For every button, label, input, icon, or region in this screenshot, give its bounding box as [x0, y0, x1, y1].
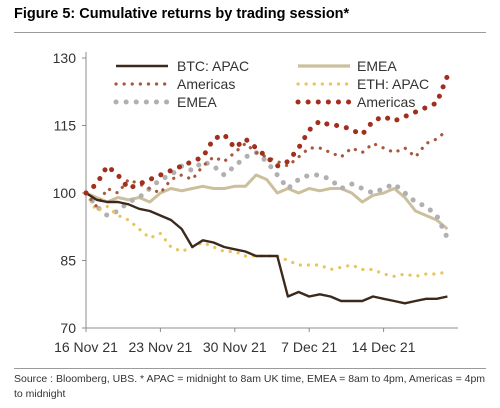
line-chart: 70 85 100 115 130 16 Nov 21 23 Nov 21 30 Nov 21… [53, 50, 458, 355]
legend-label: Americas [357, 94, 415, 110]
series-line-5 [83, 73, 450, 196]
figure-title: Figure 5: Cumulative returns by trading … [14, 6, 350, 22]
legend-label: EMEA [177, 94, 217, 110]
x-tick-label: 14 Dec 21 [352, 339, 416, 355]
legend-label: ETH: APAC [357, 76, 429, 92]
series-line-3 [84, 191, 449, 278]
legend-label: EMEA [357, 58, 397, 74]
x-tick-label: 23 Nov 21 [128, 339, 192, 355]
y-tick-label: 115 [54, 118, 77, 134]
source-note: Source : Bloomberg, UBS. * APAC = midnig… [14, 373, 486, 400]
y-tick-label: 85 [60, 253, 76, 269]
x-tick-label: 30 Nov 21 [203, 339, 267, 355]
series-line-0 [85, 191, 448, 305]
series-line-4 [83, 150, 450, 241]
x-tick-label: 7 Dec 21 [281, 339, 337, 355]
y-tick-label: 70 [60, 320, 76, 336]
y-tick-label: 100 [53, 185, 77, 201]
source-rule [14, 368, 486, 369]
legend-label: Americas [177, 76, 235, 92]
x-tick-label: 16 Nov 21 [54, 339, 118, 355]
title-rule [14, 32, 486, 33]
legend-label: BTC: APAC [177, 58, 249, 74]
y-tick-label: 130 [53, 50, 77, 66]
series-line-1 [85, 173, 449, 231]
